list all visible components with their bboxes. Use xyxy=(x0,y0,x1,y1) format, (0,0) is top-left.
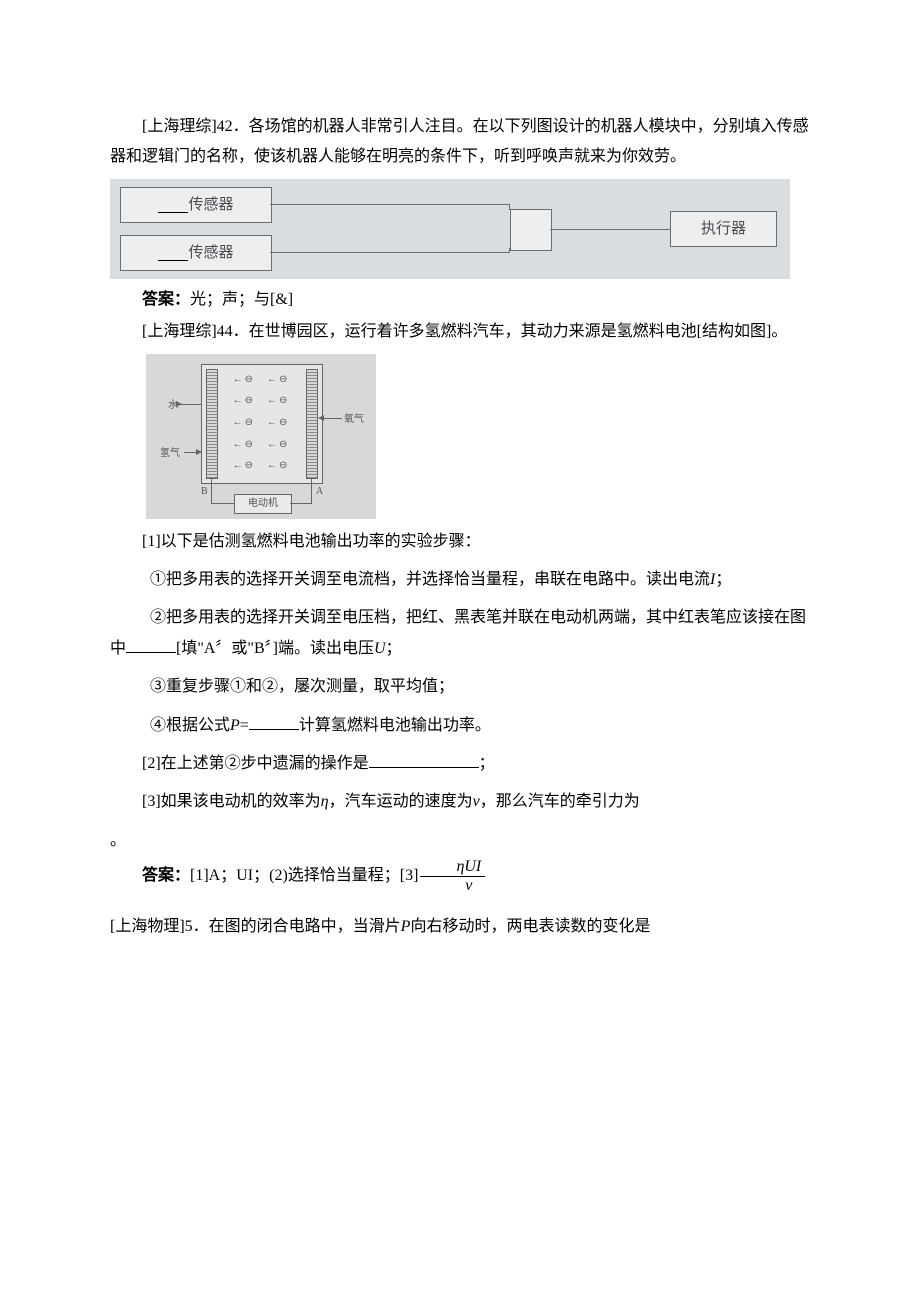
q44-part3-b: ，汽车运动的速度为 xyxy=(329,793,473,810)
q44-step2-blank xyxy=(126,636,176,653)
q42-diagram: 传感器 传感器 执行器 xyxy=(110,179,790,279)
wire-left-v xyxy=(211,478,212,503)
q42-answer-label: 答案： xyxy=(142,291,190,308)
fraction: ηUIv xyxy=(420,858,485,894)
q44-step1-text: ①把多用表的选择开关调至电流档，并选择恰当量程，串联在电路中。读出电流 xyxy=(150,571,710,588)
sensor-bot-blank xyxy=(158,245,188,261)
q44-part2: [2]在上述第②步中遗漏的操作是 ； xyxy=(110,749,810,779)
wire-3 xyxy=(550,229,670,230)
ion-row-4: ←⊖ ←⊖ xyxy=(233,435,290,454)
fraction-den: v xyxy=(420,877,485,895)
sensor-bot-box: 传感器 xyxy=(120,235,272,271)
right-electrode xyxy=(306,369,318,479)
document-page: [上海理综]42．各场馆的机器人非常引人注目。在以下列图设计的机器人模块中，分别… xyxy=(0,0,920,1302)
water-arrow-icon xyxy=(176,401,182,407)
q5-text: [上海物理]5．在图的闭合电路中，当滑片P向右移动时，两电表读数的变化是 xyxy=(110,912,810,942)
terminal-A-label: A xyxy=(316,482,323,501)
water-line xyxy=(180,404,201,405)
q44-diagram: ←⊖ ←⊖ ←⊖ ←⊖ ←⊖ ←⊖ ←⊖ ←⊖ ←⊖ ←⊖ 水 氢气 氧气 电动… xyxy=(146,354,376,519)
q44-part3-tail: 。 xyxy=(110,826,810,856)
wire-1 xyxy=(270,204,510,205)
executor-label: 执行器 xyxy=(701,215,746,244)
var-eta: η xyxy=(321,793,329,810)
ion-area: ←⊖ ←⊖ ←⊖ ←⊖ ←⊖ ←⊖ ←⊖ ←⊖ ←⊖ ←⊖ xyxy=(221,369,301,477)
q44-part2-a: [2]在上述第②步中遗漏的操作是 xyxy=(142,755,369,772)
var-U-1: U xyxy=(374,640,386,657)
q44-part2-blank xyxy=(369,751,479,768)
ion-row-3: ←⊖ ←⊖ xyxy=(233,413,290,432)
wire-right-v xyxy=(311,478,312,503)
var-P-slider: P xyxy=(401,918,411,935)
q44-step1-tail: ； xyxy=(715,571,731,588)
q44-step4: ④根据公式P= 计算氢燃料电池输出功率。 xyxy=(110,711,810,741)
q44-answer-label: 答案： xyxy=(142,867,190,884)
wire-2 xyxy=(270,252,510,253)
var-v: v xyxy=(473,793,480,810)
o2-arrow-icon xyxy=(318,415,324,421)
q44-part3: [3]如果该电动机的效率为η，汽车运动的速度为v，那么汽车的牵引力为 xyxy=(110,787,810,817)
q44-answer-a: [1]A；UI；(2)选择恰当量程；[3] xyxy=(190,867,418,884)
q44-step4-b: 计算氢燃料电池输出功率。 xyxy=(299,717,491,734)
executor-box: 执行器 xyxy=(670,211,777,247)
q44-part3-c: ，那么汽车的牵引力为 xyxy=(480,793,640,810)
q44-answer: 答案：[1]A；UI；(2)选择恰当量程；[3]ηUIv xyxy=(110,858,810,894)
q42-text: [上海理综]42．各场馆的机器人非常引人注目。在以下列图设计的机器人模块中，分别… xyxy=(110,112,810,173)
q44-intro: [上海理综]44．在世博园区，运行着许多氢燃料汽车，其动力来源是氢燃料电池[结构… xyxy=(110,317,810,347)
q44-step4-a: ④根据公式 xyxy=(150,717,230,734)
motor-box: 电动机 xyxy=(234,494,292,514)
o2-line xyxy=(322,418,342,419)
h2-arrow-icon xyxy=(196,449,202,455)
var-P: P xyxy=(230,717,240,734)
sensor-top-label: 传感器 xyxy=(188,191,233,220)
wire-1v xyxy=(509,204,510,210)
q44-step1: ①把多用表的选择开关调至电流档，并选择恰当量程，串联在电路中。读出电流I； xyxy=(110,565,810,595)
terminal-B-label: B xyxy=(201,482,208,501)
ion-row-1: ←⊖ ←⊖ xyxy=(233,370,290,389)
q44-part1-lead: [1]以下是估测氢燃料电池输出功率的实验步骤： xyxy=(110,527,810,557)
left-electrode xyxy=(206,369,218,479)
fraction-num: ηUI xyxy=(420,858,485,877)
q44-step2-tail: ； xyxy=(386,640,402,657)
wire-2v xyxy=(509,248,510,253)
sensor-bot-label: 传感器 xyxy=(188,239,233,268)
wire-right-h xyxy=(290,503,312,504)
sensor-top-box: 传感器 xyxy=(120,187,272,223)
ion-row-5: ←⊖ ←⊖ xyxy=(233,456,290,475)
q42-answer: 答案：光；声；与[&] xyxy=(110,285,810,315)
h2-label: 氢气 xyxy=(160,444,180,463)
q5-text-b: 向右移动时，两电表读数的变化是 xyxy=(410,918,650,935)
q44-step4-blank xyxy=(249,713,299,730)
q44-step3: ③重复步骤①和②，屡次测量，取平均值； xyxy=(110,672,810,702)
ion-row-2: ←⊖ ←⊖ xyxy=(233,391,290,410)
logic-gate-box xyxy=(510,209,552,251)
q44-step2: ②把多用表的选择开关调至电压档，把红、黑表笔并联在电动机两端，其中红表笔应该接在… xyxy=(110,603,810,664)
q5-text-a: [上海物理]5．在图的闭合电路中，当滑片 xyxy=(110,918,401,935)
q44-step2-b: [填"A〞或"B〞]端。读出电压 xyxy=(176,640,374,657)
q44-part2-tail: ； xyxy=(479,755,495,772)
q44-part3-a: [3]如果该电动机的效率为 xyxy=(142,793,321,810)
sensor-top-blank xyxy=(158,197,188,213)
q44-step4-eq: = xyxy=(240,717,249,734)
o2-label: 氧气 xyxy=(344,410,364,429)
wire-left-h xyxy=(211,503,234,504)
q42-answer-text: 光；声；与[&] xyxy=(190,291,293,308)
